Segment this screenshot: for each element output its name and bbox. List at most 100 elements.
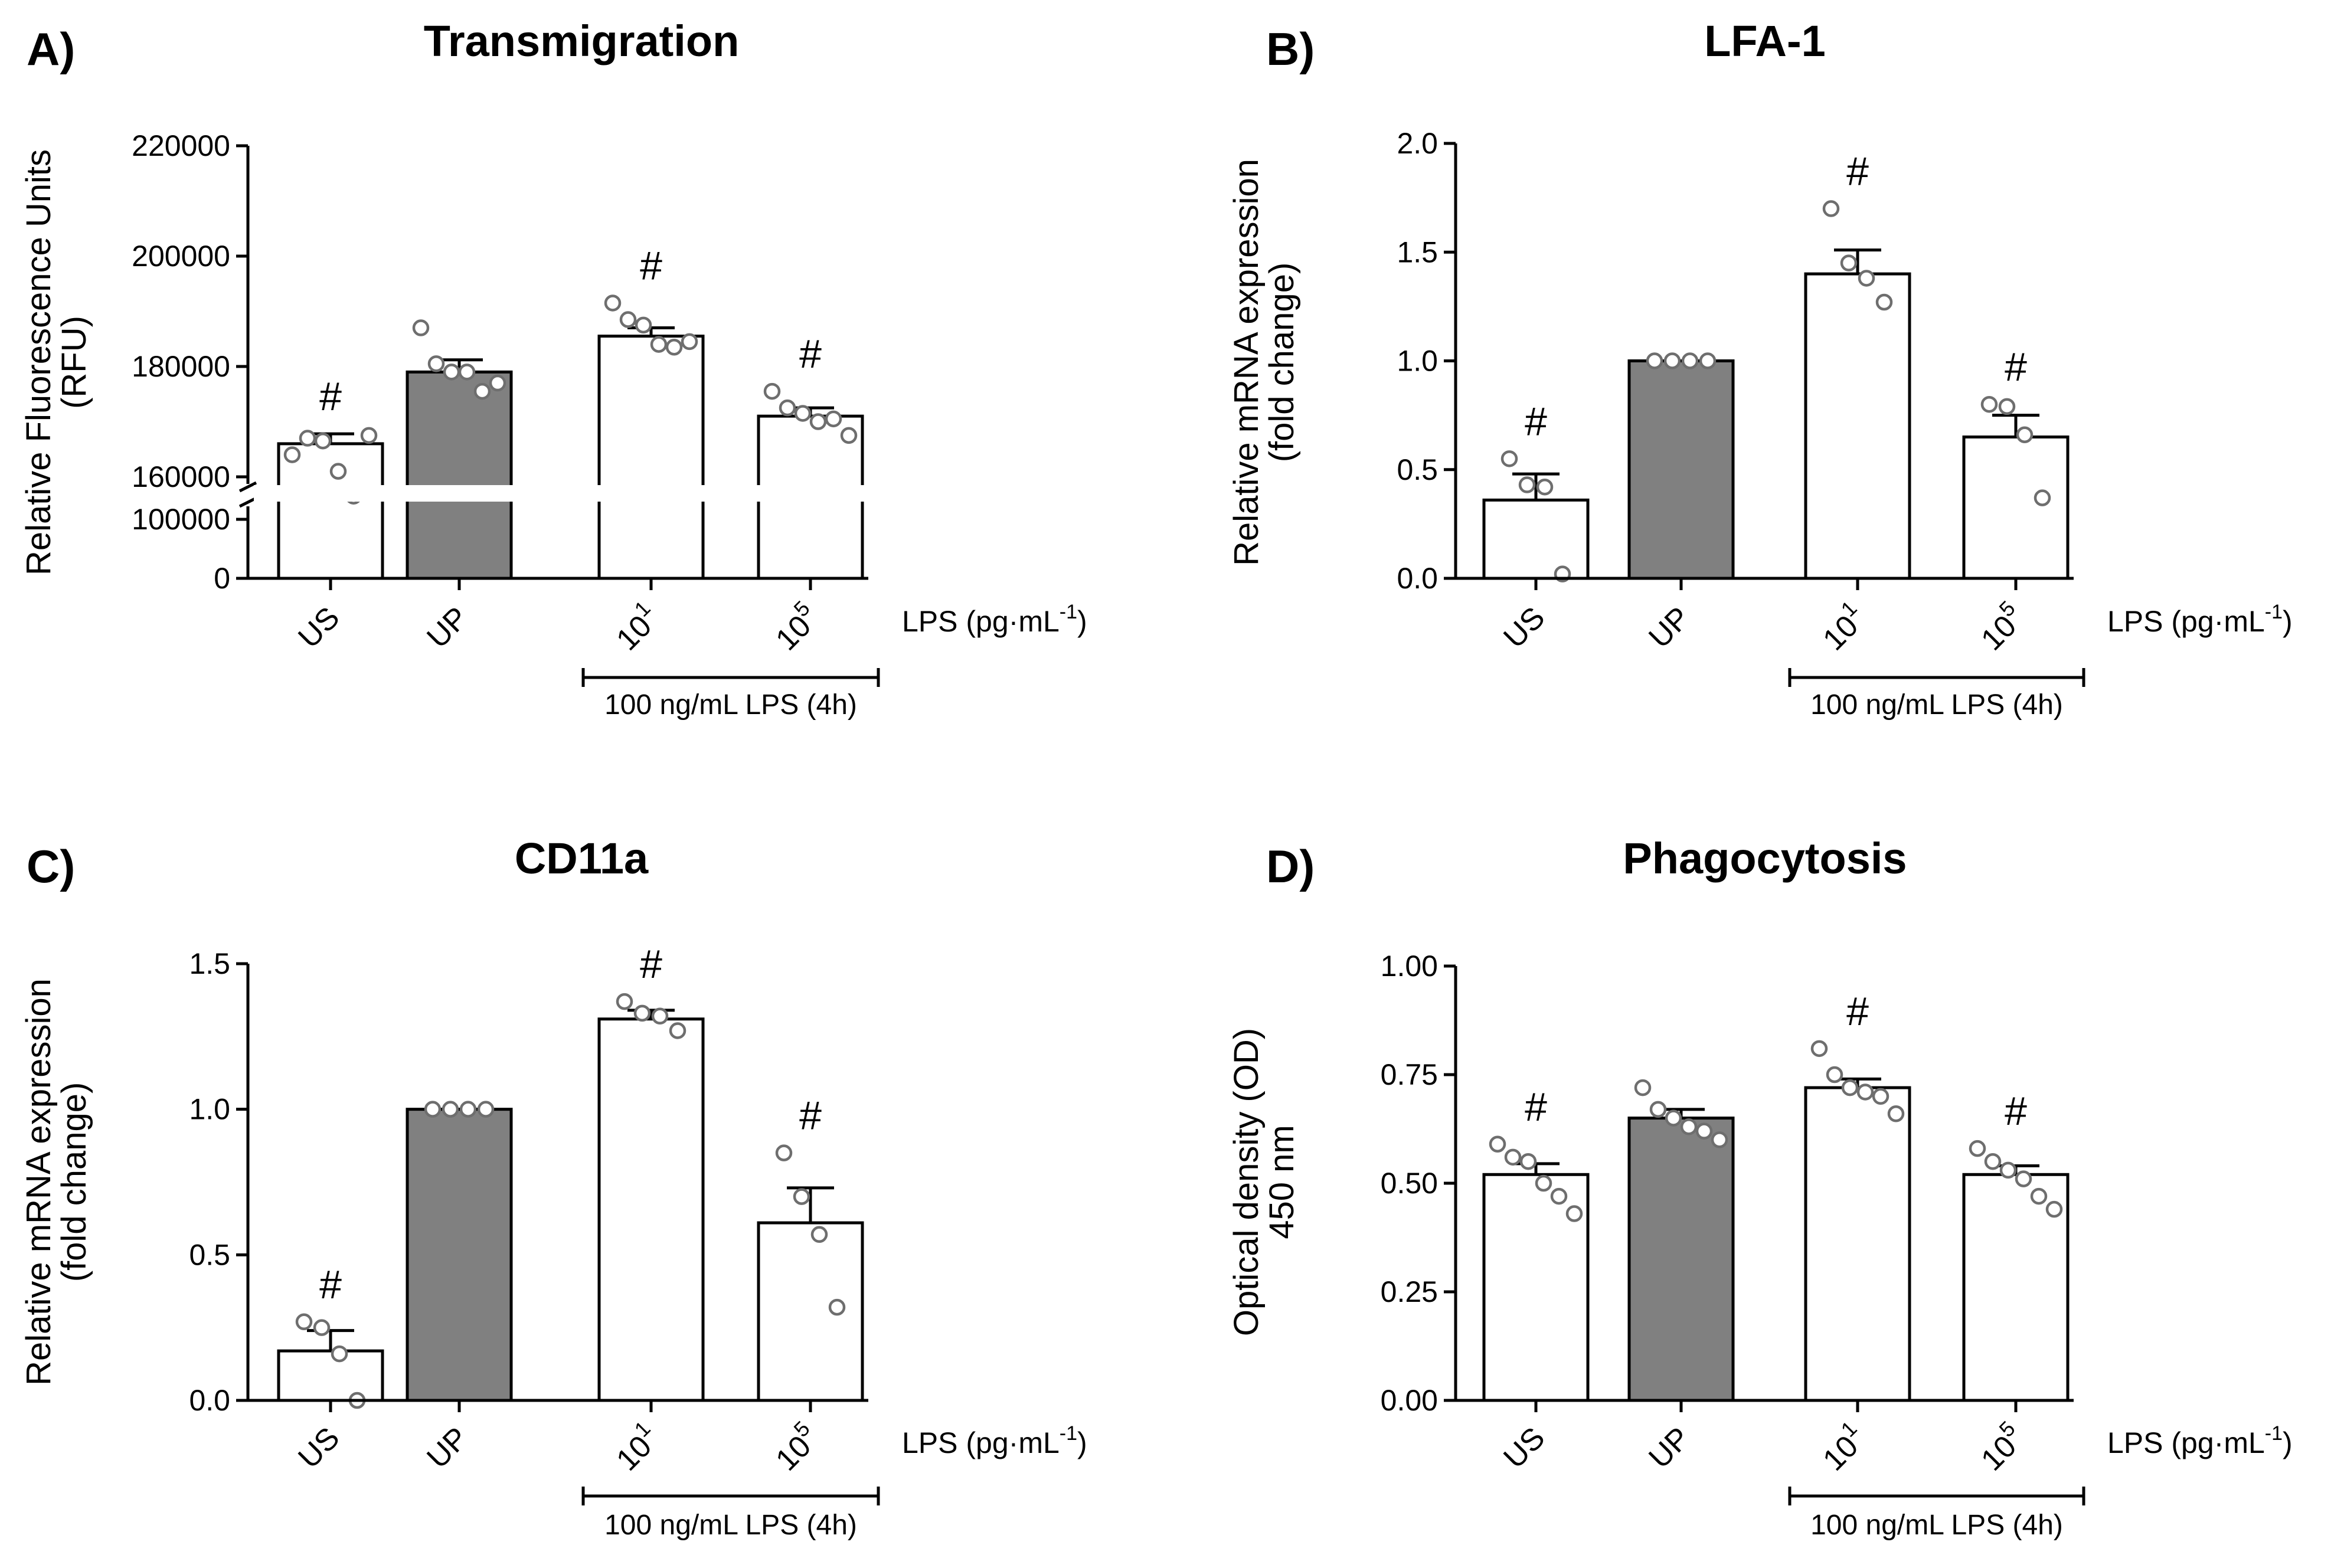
x-category-label: US [1497, 1420, 1551, 1475]
x-unit-label: LPS (pg·mL-1) [902, 601, 1087, 638]
data-point [1810, 1040, 1828, 1058]
category-base: US [1497, 1420, 1551, 1475]
x-category-label: US [292, 600, 346, 654]
x-category-label: 105 [765, 1416, 826, 1478]
x-unit-suffix: ) [1077, 1426, 1087, 1459]
bar [277, 442, 384, 580]
data-point [2034, 489, 2051, 506]
bar [1804, 1086, 1911, 1402]
category-base: US [1497, 600, 1551, 654]
y-tick-label: 0.0 [1397, 562, 1438, 595]
y-axis-label-sub: 450 nm [1263, 1125, 1301, 1239]
data-point [2030, 1187, 2048, 1205]
data-point [331, 1345, 348, 1363]
y-tick-label: 0.5 [189, 1238, 230, 1271]
data-point [473, 382, 491, 400]
data-point [2015, 1170, 2032, 1187]
y-tick-label: 0.5 [1397, 453, 1438, 486]
data-point [2016, 426, 2034, 444]
data-point [794, 405, 812, 422]
data-point [1999, 1161, 2017, 1179]
data-point [633, 1004, 651, 1022]
data-point [1665, 1109, 1682, 1127]
data-point [314, 432, 332, 450]
y-tick-label: 2.0 [1397, 127, 1438, 160]
data-point [313, 1319, 331, 1336]
data-point [1826, 1066, 1843, 1083]
group-label: 100 ng/mL LPS (4h) [604, 1510, 857, 1541]
data-point [299, 430, 316, 447]
data-point [809, 413, 827, 430]
x-unit-label: LPS (pg·mL-1) [902, 1422, 1087, 1459]
data-point [458, 364, 476, 381]
panel-label: C) [27, 840, 75, 892]
data-point [1634, 1079, 1652, 1096]
x-category-label: UP [420, 600, 475, 654]
x-unit-suffix: ) [1077, 605, 1087, 638]
x-unit-superscript: -1 [1060, 601, 1077, 623]
x-unit-superscript: -1 [2265, 1422, 2283, 1445]
data-point [1649, 1101, 1667, 1118]
x-category-label: 105 [1970, 1416, 2032, 1478]
significance-mark: # [1525, 1085, 1547, 1130]
significance-mark: # [640, 243, 662, 288]
data-point [283, 446, 301, 463]
data-point [604, 294, 622, 312]
y-tick-label: 1.5 [1397, 235, 1438, 269]
x-unit-prefix: LPS (pg·mL [902, 1426, 1060, 1459]
data-point [616, 993, 633, 1010]
chart-title: LFA-1 [1704, 17, 1826, 66]
x-category-label: UP [1642, 1420, 1696, 1475]
x-unit-superscript: -1 [1060, 1422, 1077, 1445]
bar [597, 335, 705, 580]
data-point [412, 319, 430, 336]
x-category-label: US [1497, 600, 1551, 654]
group-label: 100 ng/mL LPS (4h) [1810, 689, 2063, 721]
data-point [1695, 1122, 1713, 1140]
significance-mark: # [1525, 399, 1547, 444]
category-base: UP [420, 1420, 475, 1475]
y-axis-label-sub: (fold change) [55, 1082, 93, 1282]
significance-mark: # [2005, 1089, 2027, 1134]
axis-break-mark [238, 481, 257, 493]
y-axis-label-sub: (fold change) [1263, 263, 1301, 463]
y-tick-label: 160000 [132, 460, 230, 493]
group-label: 100 ng/mL LPS (4h) [604, 689, 857, 721]
data-point [1518, 476, 1536, 493]
x-category-label: 101 [1812, 1416, 1874, 1478]
category-base: UP [1642, 1420, 1696, 1475]
panel-d: D) Phagocytosis Optical density (OD)450 nm… [1227, 834, 2293, 1541]
y-axis-label: Relative Fluorescence Units [19, 149, 58, 575]
data-point [1980, 395, 1998, 413]
bar [597, 1017, 705, 1402]
data-point [295, 1313, 313, 1331]
data-point [424, 1101, 442, 1118]
x-unit-prefix: LPS (pg·mL [2107, 1426, 2265, 1459]
x-category-label: 101 [1812, 596, 1874, 657]
y-tick-label: 100000 [132, 503, 230, 536]
y-axis-label-sub: (RFU) [55, 316, 93, 409]
data-point [1565, 1205, 1583, 1222]
x-unit-suffix: ) [2283, 1426, 2293, 1459]
x-category-label: 105 [1970, 596, 2032, 657]
data-point [1998, 398, 2016, 415]
data-point [443, 364, 460, 381]
y-tick-label: 200000 [132, 240, 230, 273]
bar [406, 370, 513, 580]
data-point [793, 1188, 810, 1205]
chart-title: Transmigration [424, 17, 740, 66]
panel-label: A) [27, 23, 75, 75]
data-point [825, 410, 842, 428]
category-base: UP [1642, 600, 1696, 654]
data-point [828, 1298, 846, 1316]
data-point [665, 339, 683, 356]
y-tick-label: 0.50 [1381, 1167, 1438, 1200]
data-point [1822, 200, 1840, 217]
bar [1482, 498, 1590, 580]
data-point [459, 1101, 477, 1118]
y-tick-label: 0 [214, 562, 230, 595]
chart-title: CD11a [515, 834, 649, 883]
significance-mark: # [640, 942, 662, 987]
y-tick-label: 1.5 [189, 947, 230, 980]
